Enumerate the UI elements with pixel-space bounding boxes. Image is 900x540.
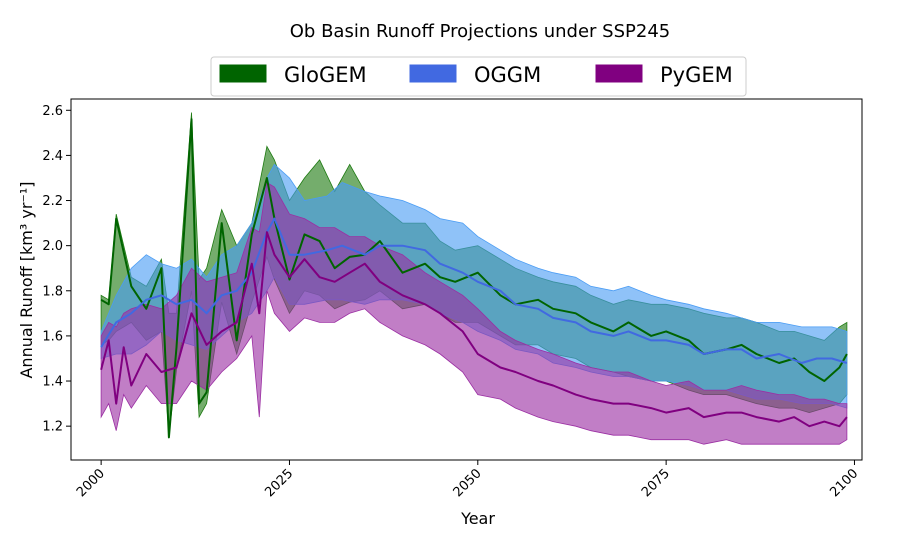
pygem-legend-swatch [595,64,643,83]
x-tick-label: 2050 [451,466,485,500]
y-tick-label: 2.6 [42,104,63,119]
y-tick-label: 1.2 [42,420,63,435]
y-tick-label: 2.0 [42,239,63,254]
oggm-legend-label: OGGM [474,63,541,87]
x-tick-label: 2075 [639,466,673,500]
x-tick-label: 2000 [74,466,108,500]
x-tick-label: 2025 [262,466,296,500]
y-axis-title: Annual Runoff [km³ yr⁻¹] [17,181,36,378]
y-tick-label: 1.8 [42,284,63,299]
x-axis-title: Year [460,509,495,528]
plot-frame [70,98,863,461]
y-tick-label: 2.4 [42,149,63,164]
glogem-legend-swatch [219,64,267,83]
y-tick-label: 1.4 [42,375,63,390]
pygem-mean-line [100,231,848,428]
oggm-mean-line [100,217,848,364]
glogem-legend-label: GloGEM [284,63,367,87]
legend: GloGEM OGGM PyGEM [210,56,747,97]
x-tick-label: 2100 [827,466,861,500]
oggm-legend-swatch [409,64,457,83]
y-tick-label: 2.2 [42,194,63,209]
y-tick-label: 1.6 [42,329,63,344]
chart-title: Ob Basin Runoff Projections under SSP245 [290,21,670,42]
pygem-legend-label: PyGEM [660,63,733,87]
